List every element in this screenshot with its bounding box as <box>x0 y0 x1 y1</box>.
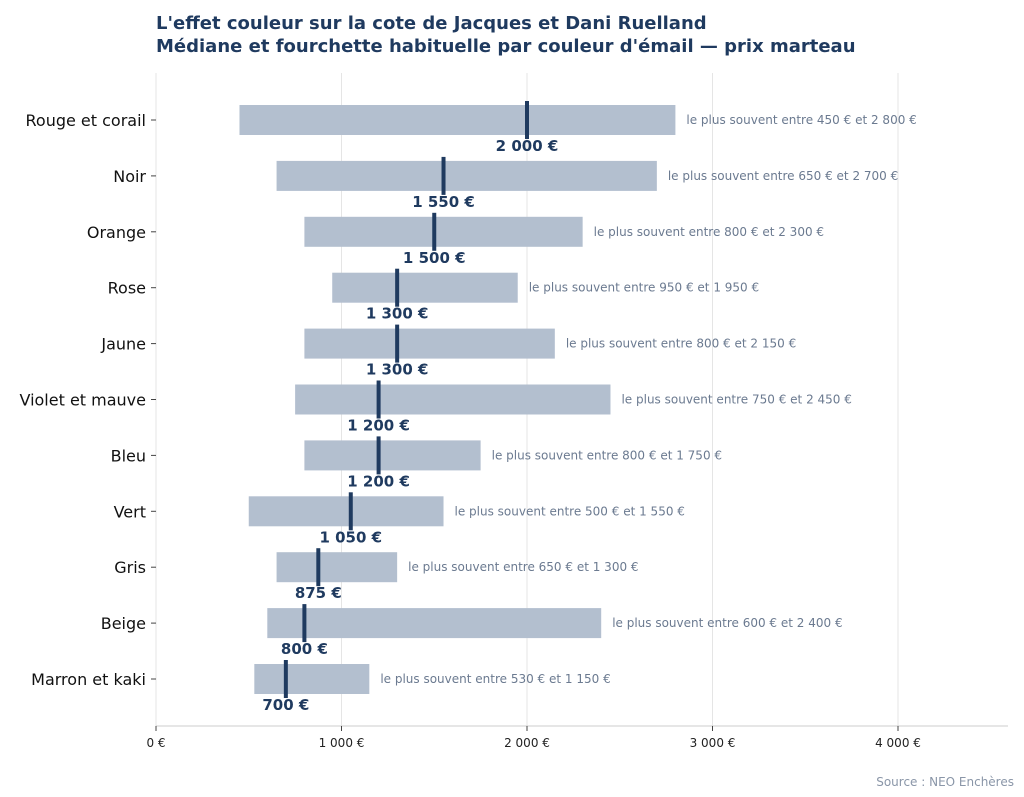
x-tick-label: 2 000 € <box>504 736 550 750</box>
category-label: Orange <box>87 223 146 242</box>
x-tick-label: 1 000 € <box>319 736 365 750</box>
category-label: Marron et kaki <box>31 670 146 689</box>
range-label: le plus souvent entre 750 € et 2 450 € <box>621 393 851 407</box>
range-bar <box>267 608 602 639</box>
x-tick-label: 3 000 € <box>690 736 736 750</box>
category-label: Rose <box>108 279 146 298</box>
range-bar <box>276 160 657 191</box>
category-label: Violet et mauve <box>19 391 146 410</box>
x-tick-label: 0 € <box>146 736 165 750</box>
range-label: le plus souvent entre 800 € et 1 750 € <box>492 448 722 462</box>
x-tick-label: 4 000 € <box>875 736 921 750</box>
category-label: Beige <box>101 614 146 633</box>
median-label: 1 300 € <box>366 305 429 323</box>
median-label: 1 050 € <box>319 528 382 546</box>
chart-subtitle: Médiane et fourchette habituelle par cou… <box>156 36 856 57</box>
median-label: 1 200 € <box>347 417 410 435</box>
range-label: le plus souvent entre 650 € et 1 300 € <box>408 560 638 574</box>
category-label: Noir <box>113 167 146 186</box>
range-label: le plus souvent entre 650 € et 2 700 € <box>668 169 898 183</box>
range-label: le plus souvent entre 500 € et 1 550 € <box>455 504 685 518</box>
range-label: le plus souvent entre 450 € et 2 800 € <box>686 113 916 127</box>
range-label: le plus souvent entre 800 € et 2 300 € <box>594 225 824 239</box>
range-label: le plus souvent entre 800 € et 2 150 € <box>566 337 796 351</box>
chart-title: L'effet couleur sur la cote de Jacques e… <box>156 13 707 34</box>
median-label: 800 € <box>281 640 328 658</box>
range-bar <box>276 552 398 583</box>
category-label: Vert <box>114 502 146 521</box>
source-note: Source : NEO Enchères <box>876 775 1014 789</box>
median-label: 1 300 € <box>366 361 429 379</box>
category-label: Jaune <box>100 335 146 354</box>
range-bar <box>248 496 444 527</box>
range-bar <box>254 664 370 694</box>
category-label: Bleu <box>111 446 146 465</box>
median-label: 1 550 € <box>412 193 475 211</box>
range-bar <box>304 440 481 471</box>
range-bar <box>332 272 518 303</box>
median-label: 1 200 € <box>347 472 410 490</box>
range-bar <box>304 216 583 247</box>
range-bar <box>304 328 555 359</box>
category-label: Rouge et corail <box>26 111 146 130</box>
range-bar <box>295 384 611 415</box>
median-label: 875 € <box>295 584 342 602</box>
range-label: le plus souvent entre 950 € et 1 950 € <box>529 281 759 295</box>
median-label: 2 000 € <box>496 137 559 155</box>
range-label: le plus souvent entre 600 € et 2 400 € <box>612 616 842 630</box>
range-bar <box>239 105 676 135</box>
category-label: Gris <box>114 558 146 577</box>
median-label: 1 500 € <box>403 249 466 267</box>
range-label: le plus souvent entre 530 € et 1 150 € <box>380 672 610 686</box>
median-label: 700 € <box>262 696 309 714</box>
